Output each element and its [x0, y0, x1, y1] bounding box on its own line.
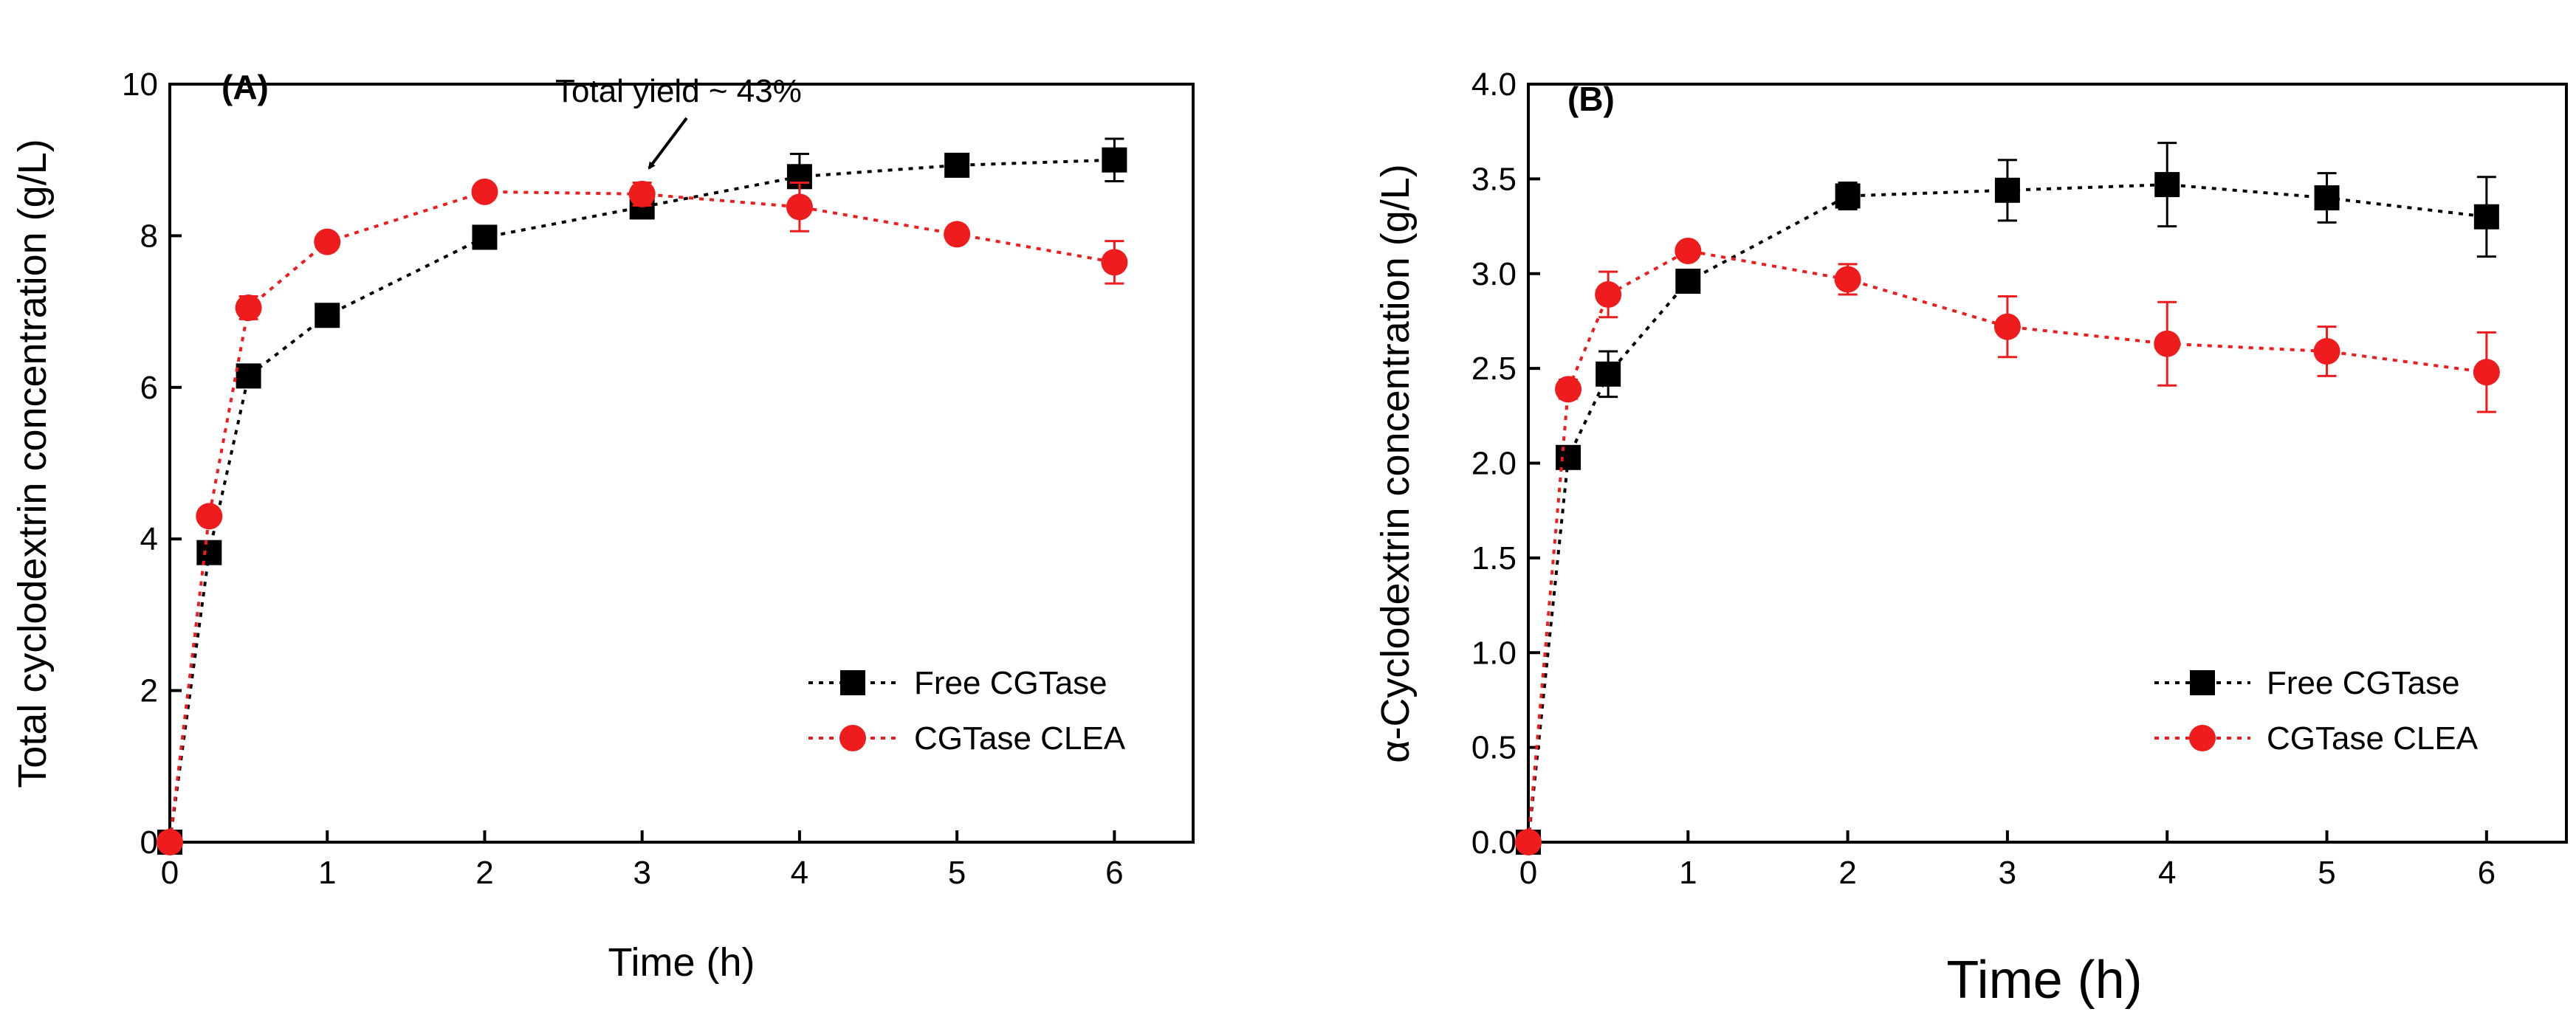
data-point-circle — [471, 178, 498, 205]
legend: Free CGTase CGTase CLEA — [2154, 665, 2479, 757]
y-axis-title: Total cyclodextrin concentration (g/L) — [10, 139, 55, 788]
data-point-square — [315, 303, 340, 328]
legend-circle-marker — [839, 725, 866, 751]
data-point-circle — [314, 228, 341, 255]
series-cgtase-clea — [1515, 237, 2500, 855]
x-tick-label: 5 — [948, 855, 966, 891]
y-tick-label: 6 — [140, 370, 158, 406]
data-point-square — [2314, 185, 2340, 211]
legend-item-cgtase-clea: CGTase CLEA — [2154, 720, 2479, 757]
data-point-circle — [1515, 829, 1542, 855]
y-tick-label: 1.5 — [1471, 540, 1517, 576]
x-tick-label: 4 — [2158, 855, 2176, 891]
data-point-square — [196, 540, 222, 565]
series-line — [1527, 183, 2487, 843]
x-axis-ticks: 0 1 2 3 4 5 6 — [161, 830, 1124, 891]
x-tick-label: 1 — [318, 855, 336, 891]
y-tick-label: 0.5 — [1471, 730, 1517, 766]
data-point-circle — [1101, 249, 1128, 276]
data-point-square — [944, 152, 970, 178]
y-tick-label: 0 — [140, 824, 158, 861]
data-point-circle — [1675, 237, 1702, 264]
panel-label: (B) — [1567, 80, 1615, 118]
x-tick-label: 6 — [2478, 855, 2496, 891]
legend-item-free-cgtase: Free CGTase — [2154, 665, 2460, 701]
series-layer — [1515, 142, 2500, 855]
series-free-cgtase — [1516, 142, 2499, 855]
series-line — [1527, 249, 2487, 843]
data-point-circle — [1595, 280, 1622, 308]
x-tick-label: 4 — [791, 855, 808, 891]
data-point-circle — [235, 294, 262, 321]
data-point-square — [236, 363, 261, 389]
data-point-circle — [1993, 313, 2021, 340]
data-point-square — [1835, 183, 1861, 209]
x-tick-label: 1 — [1679, 855, 1697, 891]
y-tick-label: 4.0 — [1471, 66, 1517, 103]
y-tick-label: 3.0 — [1471, 256, 1517, 292]
data-point-square — [2154, 172, 2180, 198]
data-point-circle — [157, 829, 183, 855]
y-tick-label: 1.0 — [1471, 635, 1517, 671]
legend-label: CGTase CLEA — [914, 720, 1126, 757]
y-axis-ticks: 0 2 4 6 8 10 — [122, 66, 182, 861]
y-tick-label: 3.5 — [1471, 161, 1517, 197]
data-point-circle — [786, 193, 813, 221]
data-point-square — [472, 224, 498, 250]
data-point-circle — [944, 221, 971, 248]
x-tick-label: 5 — [2318, 855, 2335, 891]
data-point-square — [1102, 147, 1127, 173]
legend-label: Free CGTase — [2267, 665, 2460, 701]
panel-label: (A) — [221, 68, 269, 106]
data-point-square — [1675, 269, 1701, 294]
data-point-circle — [196, 503, 223, 530]
x-axis-ticks: 0 1 2 3 4 5 6 — [1519, 830, 2496, 891]
series-cgtase-clea — [157, 178, 1128, 855]
x-tick-label: 2 — [475, 855, 493, 891]
x-axis-title: Time (h) — [1946, 951, 2142, 1010]
x-axis-title: Time (h) — [608, 940, 755, 985]
legend-circle-marker — [2189, 725, 2216, 751]
x-tick-label: 0 — [161, 855, 179, 891]
chart-panel-a: 0 1 2 3 4 5 6 0 2 4 6 8 10 (A) Total yield ~ 43% Ti… — [10, 66, 1195, 985]
legend-label: CGTase CLEA — [2267, 720, 2479, 757]
y-tick-label: 2.5 — [1471, 351, 1517, 387]
annotation-text: Total yield ~ 43% — [555, 73, 802, 109]
data-point-circle — [2473, 359, 2500, 386]
y-axis-title: α-Cyclodextrin concentration (g/L) — [1373, 164, 1418, 763]
data-point-square — [2473, 204, 2499, 230]
y-tick-label: 8 — [140, 218, 158, 254]
data-point-circle — [628, 180, 656, 207]
data-point-square — [1596, 361, 1621, 387]
series-layer — [157, 137, 1128, 855]
data-point-circle — [2313, 338, 2340, 365]
y-tick-label: 10 — [122, 66, 158, 103]
legend-item-free-cgtase: Free CGTase — [808, 665, 1107, 701]
data-point-square — [1994, 177, 2020, 203]
legend: Free CGTase CGTase CLEA — [808, 665, 1126, 757]
y-tick-label: 0.0 — [1471, 824, 1517, 861]
plot-frame — [168, 83, 1195, 844]
y-tick-label: 2.0 — [1471, 446, 1517, 482]
legend-square-marker — [2190, 670, 2215, 695]
x-tick-label: 3 — [633, 855, 650, 891]
y-tick-label: 4 — [140, 521, 158, 557]
x-tick-label: 0 — [1519, 855, 1537, 891]
data-point-circle — [1834, 266, 1861, 293]
annotation-arrow — [648, 117, 688, 170]
x-tick-label: 3 — [1999, 855, 2016, 891]
data-point-circle — [1555, 376, 1582, 403]
data-point-square — [1556, 444, 1581, 470]
legend-label: Free CGTase — [914, 665, 1107, 701]
y-tick-label: 2 — [140, 673, 158, 709]
data-point-circle — [2154, 330, 2181, 357]
legend-item-cgtase-clea: CGTase CLEA — [808, 720, 1126, 757]
x-tick-label: 2 — [1838, 855, 1856, 891]
y-axis-ticks: 0.0 0.5 1.0 1.5 2.0 2.5 3.0 3.5 4.0 — [1471, 66, 1540, 861]
x-tick-label: 6 — [1105, 855, 1123, 891]
legend-square-marker — [840, 670, 865, 695]
